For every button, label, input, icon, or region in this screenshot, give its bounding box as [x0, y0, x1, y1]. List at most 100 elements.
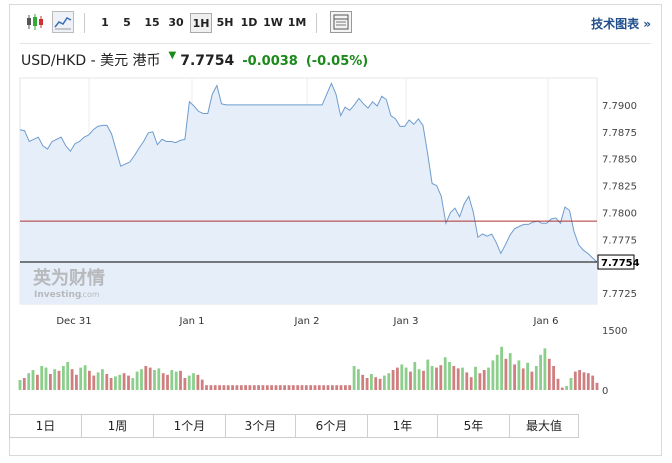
x-tick-label: Dec 31: [56, 316, 91, 327]
volume-bar: [40, 366, 44, 390]
volume-tick-label: 0: [602, 386, 608, 397]
volume-bar: [539, 354, 542, 390]
table-icon[interactable]: [330, 11, 352, 33]
last-price: 7.7754: [180, 53, 235, 69]
area-fill: [20, 83, 597, 305]
volume-bar: [174, 371, 178, 390]
volume-bar: [53, 369, 57, 390]
volume-bar: [443, 357, 447, 390]
range-button[interactable]: 5年: [438, 415, 510, 437]
volume-bar: [244, 385, 247, 390]
interval-5-button[interactable]: 5: [123, 16, 131, 29]
range-button[interactable]: 3个月: [226, 415, 296, 437]
volume-bar: [344, 385, 347, 390]
volume-bar: [565, 386, 568, 390]
interval-5h-button[interactable]: 5H: [216, 16, 234, 29]
y-tick-label: 7.7800: [602, 209, 637, 220]
volume-bar: [387, 373, 391, 390]
range-button[interactable]: 6个月: [296, 415, 368, 437]
volume-bar: [226, 385, 230, 390]
volume-bar: [534, 366, 538, 390]
volume-bar: [274, 385, 278, 390]
volume-bar: [322, 385, 326, 390]
volume-bar: [96, 372, 100, 390]
volume-bar: [296, 385, 300, 390]
volume-bar: [44, 367, 48, 390]
volume-bar: [426, 359, 430, 390]
range-button[interactable]: 1年: [368, 415, 438, 437]
last-price-label: 7.7754: [601, 258, 640, 269]
volume-bar: [378, 378, 382, 390]
volume-bar: [439, 365, 443, 390]
volume-bar: [140, 369, 143, 390]
volume-bar: [261, 385, 265, 390]
price-change: -0.0038: [242, 54, 298, 69]
y-tick-label: 7.7850: [602, 155, 637, 166]
volume-bar: [326, 385, 330, 390]
volume-bar: [183, 378, 187, 390]
pair-name: USD/HKD - 美元 港币: [21, 53, 161, 69]
volume-bar: [257, 385, 260, 390]
volume-bar: [513, 364, 516, 390]
x-tick-label: Jan 6: [533, 316, 559, 327]
volume-bar: [248, 385, 252, 390]
interval-1h-button[interactable]: 1H: [190, 13, 212, 33]
volume-bar: [122, 373, 126, 390]
volume-bar: [578, 370, 581, 390]
line-chart-icon[interactable]: [52, 11, 74, 33]
volume-bar: [573, 371, 577, 390]
interval-1-button[interactable]: 1: [101, 16, 109, 29]
volume-bar: [374, 377, 378, 390]
volume-bar: [105, 374, 109, 390]
volume-bar: [252, 385, 256, 390]
volume-bar: [365, 378, 369, 390]
volume-bar: [317, 385, 321, 390]
volume-bar: [127, 375, 130, 390]
x-tick-label: Jan 2: [294, 316, 320, 327]
volume-bar: [495, 354, 499, 390]
volume-bar: [461, 367, 464, 390]
volume-bar: [153, 370, 156, 390]
technical-chart-link[interactable]: 技术图表 »: [591, 17, 651, 31]
volume-bar: [170, 370, 174, 390]
interval-15-button[interactable]: 15: [144, 16, 160, 29]
volume-bar: [222, 385, 226, 390]
volume-bar: [430, 366, 434, 390]
volume-bar: [75, 374, 78, 390]
interval-1m-button[interactable]: 1M: [287, 16, 307, 29]
volume-bar: [235, 385, 239, 390]
y-tick-label: 7.7825: [602, 182, 637, 193]
volume-bar: [18, 380, 22, 390]
volume-bar: [22, 378, 26, 390]
volume-bar: [556, 378, 560, 390]
price-line: [19, 82, 598, 263]
volume-bar: [192, 373, 195, 390]
range-button[interactable]: 最大值: [525, 419, 562, 433]
volume-bar: [339, 385, 343, 390]
volume-bar: [239, 385, 243, 390]
header-divider: [20, 43, 651, 44]
volume-bar: [508, 353, 512, 390]
volume-bar: [452, 366, 456, 390]
volume-bar: [79, 367, 83, 390]
volume-bar: [370, 374, 373, 390]
toolbar-divider: [316, 13, 317, 33]
volume-bar: [417, 369, 421, 390]
interval-1w-button[interactable]: 1W: [263, 16, 283, 29]
volume-bar: [348, 385, 352, 390]
volume-bar: [413, 362, 417, 390]
volume-bar: [57, 370, 61, 390]
volume-bar: [521, 368, 525, 390]
range-button[interactable]: 1个月: [154, 415, 226, 437]
range-button[interactable]: 1周: [82, 415, 154, 437]
volume-bar: [83, 365, 87, 390]
candlestick-icon[interactable]: [24, 11, 46, 33]
volume-bar: [469, 377, 473, 390]
volume-bar: [313, 385, 317, 390]
range-button[interactable]: 1日: [10, 415, 82, 437]
interval-30-button[interactable]: 30: [168, 16, 184, 29]
watermark-suffix: .com: [80, 290, 100, 299]
volume-bar: [543, 348, 547, 390]
interval-1d-button[interactable]: 1D: [240, 16, 258, 29]
